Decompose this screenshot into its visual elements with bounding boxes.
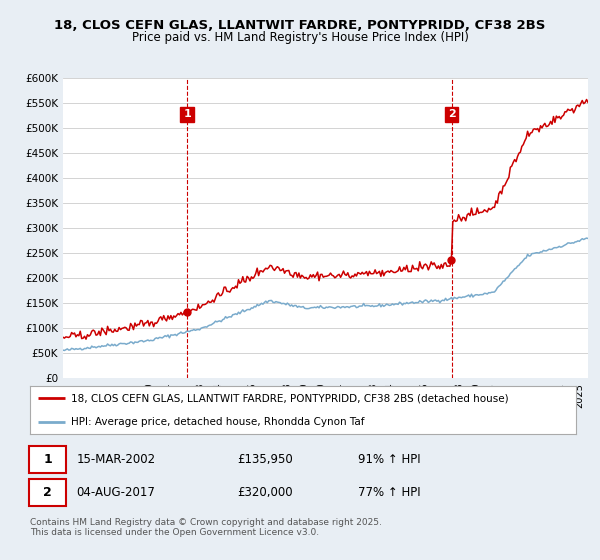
- Text: HPI: Average price, detached house, Rhondda Cynon Taf: HPI: Average price, detached house, Rhon…: [71, 417, 364, 427]
- Text: 04-AUG-2017: 04-AUG-2017: [76, 486, 155, 499]
- Text: Contains HM Land Registry data © Crown copyright and database right 2025.
This d: Contains HM Land Registry data © Crown c…: [30, 518, 382, 538]
- Text: 1: 1: [183, 109, 191, 119]
- Text: 18, CLOS CEFN GLAS, LLANTWIT FARDRE, PONTYPRIDD, CF38 2BS: 18, CLOS CEFN GLAS, LLANTWIT FARDRE, PON…: [55, 18, 545, 32]
- FancyBboxPatch shape: [29, 446, 66, 473]
- Text: 18, CLOS CEFN GLAS, LLANTWIT FARDRE, PONTYPRIDD, CF38 2BS (detached house): 18, CLOS CEFN GLAS, LLANTWIT FARDRE, PON…: [71, 393, 509, 403]
- Text: 2: 2: [448, 109, 456, 119]
- Text: £320,000: £320,000: [238, 486, 293, 499]
- Text: 77% ↑ HPI: 77% ↑ HPI: [358, 486, 420, 499]
- Text: 91% ↑ HPI: 91% ↑ HPI: [358, 453, 420, 466]
- Text: 2: 2: [43, 486, 52, 499]
- Text: 1: 1: [43, 453, 52, 466]
- Text: £135,950: £135,950: [238, 453, 293, 466]
- Text: Price paid vs. HM Land Registry's House Price Index (HPI): Price paid vs. HM Land Registry's House …: [131, 31, 469, 44]
- Text: 15-MAR-2002: 15-MAR-2002: [76, 453, 155, 466]
- FancyBboxPatch shape: [29, 479, 66, 506]
